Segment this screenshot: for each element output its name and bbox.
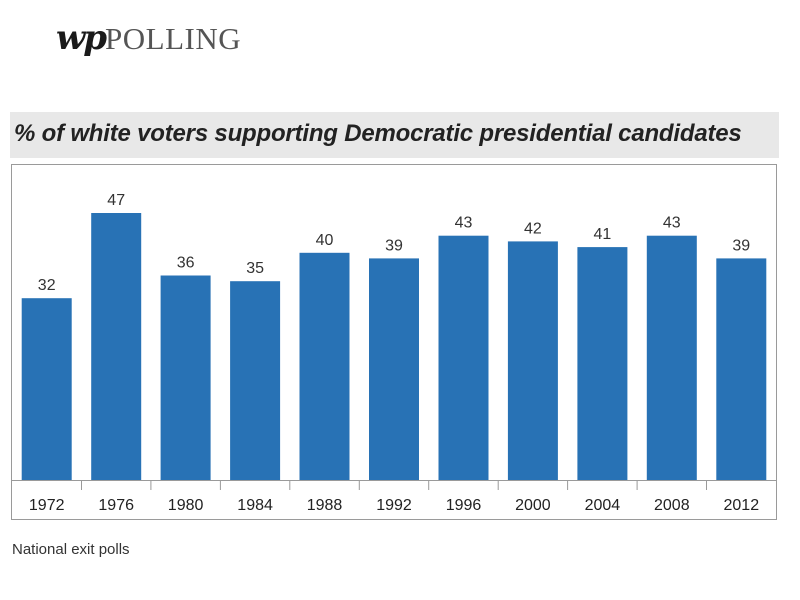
bar-value-label-1972: 32 bbox=[38, 277, 56, 294]
source-note: National exit polls bbox=[12, 541, 130, 558]
bar-2008 bbox=[646, 235, 697, 480]
x-tick-label-1996: 1996 bbox=[446, 497, 482, 514]
bar-1972 bbox=[21, 298, 72, 480]
x-tick-label-1992: 1992 bbox=[376, 497, 412, 514]
wp-polling-logo: wpPOLLING bbox=[56, 18, 241, 58]
bar-1980 bbox=[160, 275, 211, 480]
x-tick-label-2004: 2004 bbox=[585, 497, 621, 514]
bar-1976 bbox=[91, 213, 142, 480]
chart-title-bar: % of white voters supporting Democratic … bbox=[10, 112, 779, 158]
bar-2004 bbox=[577, 247, 628, 480]
x-tick-label-2008: 2008 bbox=[654, 497, 690, 514]
tick-labels-layer: 1972 1976 1980 1984 1988 1992 1996 2000 2004 2008… bbox=[29, 497, 759, 514]
bar-1992 bbox=[369, 258, 419, 480]
bars-layer bbox=[21, 213, 767, 480]
x-tick-label-1972: 1972 bbox=[29, 497, 65, 514]
bar-2012 bbox=[716, 258, 767, 480]
bar-2000 bbox=[507, 241, 558, 480]
bar-value-label-2000: 42 bbox=[524, 220, 542, 237]
bar-value-label-1988: 40 bbox=[316, 232, 334, 249]
polling-logo-text: POLLING bbox=[105, 21, 242, 56]
chart-frame: 32 47 36 35 40 39 43 42 41 43 39 1972 1976 1980 1984 1… bbox=[11, 164, 777, 520]
chart-title: % of white voters supporting Democratic … bbox=[14, 120, 742, 147]
bar-value-label-1996: 43 bbox=[455, 215, 473, 232]
bar-1984 bbox=[230, 281, 281, 480]
bar-value-label-2012: 39 bbox=[732, 237, 750, 254]
x-tick-label-2012: 2012 bbox=[724, 497, 760, 514]
bar-value-label-1976: 47 bbox=[107, 192, 125, 209]
x-tick-label-1988: 1988 bbox=[307, 497, 343, 514]
bar-1988 bbox=[299, 252, 350, 480]
bar-value-label-2008: 43 bbox=[663, 215, 681, 232]
bar-value-label-2004: 41 bbox=[594, 226, 612, 243]
bar-value-label-1984: 35 bbox=[246, 260, 264, 277]
x-tick-label-1976: 1976 bbox=[98, 497, 134, 514]
value-labels-layer: 32 47 36 35 40 39 43 42 41 43 39 bbox=[38, 192, 750, 294]
bar-1996 bbox=[438, 235, 489, 480]
x-tick-label-1980: 1980 bbox=[168, 497, 204, 514]
bar-value-label-1980: 36 bbox=[177, 255, 195, 272]
x-tick-label-1984: 1984 bbox=[237, 497, 273, 514]
wp-logo-mark: wp bbox=[56, 18, 107, 58]
x-tick-label-2000: 2000 bbox=[515, 497, 551, 514]
ticks-layer bbox=[81, 480, 707, 490]
bar-value-label-1992: 39 bbox=[385, 237, 403, 254]
